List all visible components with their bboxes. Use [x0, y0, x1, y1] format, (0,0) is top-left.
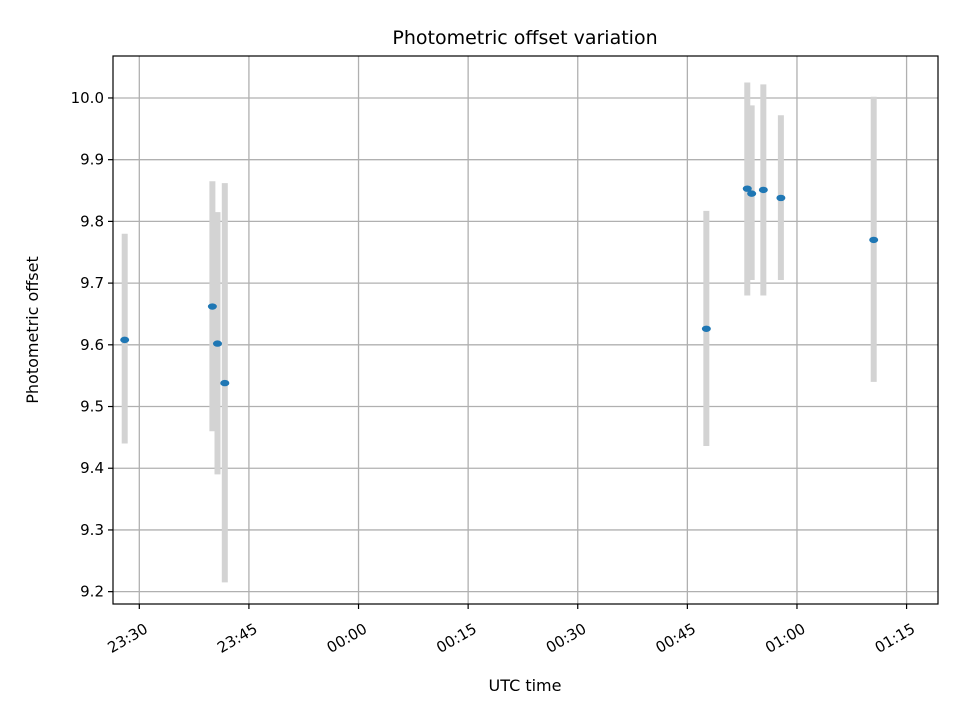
error-bars: [121, 82, 877, 583]
x-tick-label: 01:00: [762, 620, 808, 657]
x-tick-label: 23:30: [104, 620, 150, 657]
grid: [113, 56, 938, 604]
x-tick-label: 01:15: [872, 620, 918, 657]
y-tick-label: 9.2: [80, 583, 104, 601]
y-tick-label: 10.0: [71, 89, 104, 107]
data-point: [120, 336, 130, 344]
data-point: [869, 236, 879, 244]
data-point: [207, 303, 217, 310]
data-point: [212, 340, 222, 347]
y-axis-label: Photometric offset: [23, 256, 42, 404]
x-axis: 23:30 23:45 00:00 00:15 00:30 00:45 01:00 01:15: [104, 604, 918, 657]
data-point: [776, 194, 786, 202]
x-tick-label: 00:00: [324, 620, 370, 657]
data-points: [120, 185, 879, 387]
x-axis-label: UTC time: [489, 676, 562, 695]
y-tick-label: 9.8: [80, 212, 104, 230]
x-tick-label: 00:15: [433, 620, 479, 657]
y-tick-label: 9.3: [80, 521, 104, 539]
y-tick-label: 9.9: [80, 151, 104, 169]
x-tick-label: 23:45: [214, 620, 260, 657]
x-tick-label: 00:45: [653, 620, 699, 657]
plot-frame: [112, 55, 939, 605]
chart-title: Photometric offset variation: [392, 27, 657, 49]
x-tick-label: 00:30: [543, 620, 589, 657]
data-point: [220, 379, 230, 387]
y-tick-label: 9.4: [80, 459, 104, 477]
y-tick-label: 9.7: [80, 274, 104, 292]
y-axis: 9.2 9.3 9.4 9.5 9.6 9.7 9.8 9.9 10.0: [71, 89, 113, 601]
data-point: [742, 185, 752, 192]
y-tick-label: 9.6: [80, 336, 104, 354]
data-point: [758, 186, 768, 194]
data-point: [747, 190, 757, 197]
data-point: [701, 325, 711, 332]
y-tick-label: 9.5: [80, 398, 104, 416]
